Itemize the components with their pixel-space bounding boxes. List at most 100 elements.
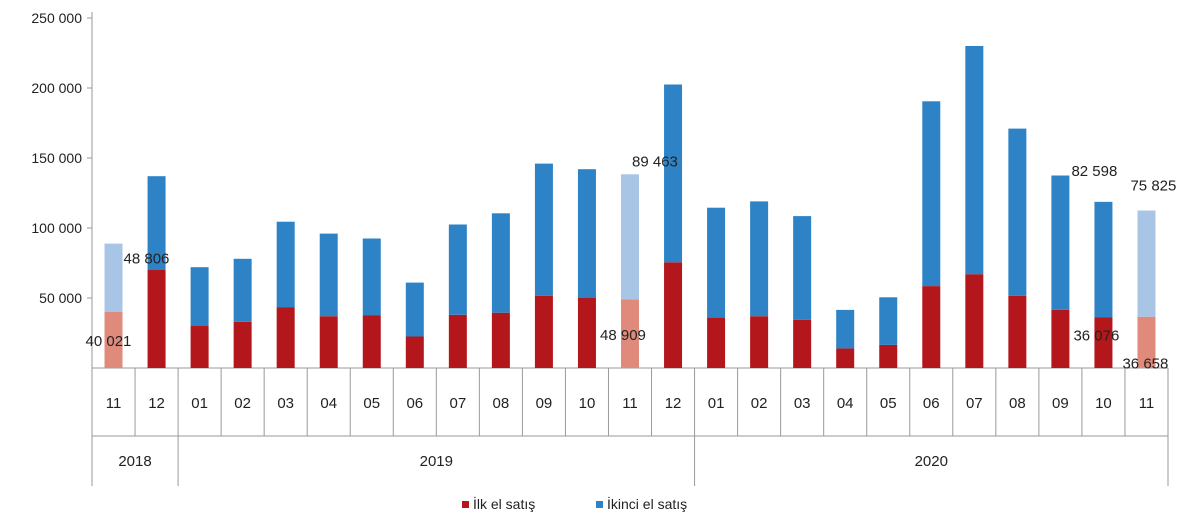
x-tick-label: 05	[880, 395, 897, 412]
x-tick-label: 12	[148, 395, 165, 412]
data-label: 48 909	[600, 327, 646, 344]
x-tick-label: 08	[1009, 395, 1026, 412]
bar-first-hand-sales	[1051, 309, 1070, 368]
x-tick-label: 04	[320, 395, 337, 412]
x-tick-label: 06	[406, 395, 423, 412]
y-tick-label: 250 000	[31, 10, 82, 26]
x-tick-label: 10	[1095, 395, 1112, 412]
bar-first-hand-sales	[1137, 316, 1156, 368]
data-label: 89 463	[632, 153, 678, 170]
legend-first-hand-sales-swatch	[462, 501, 469, 508]
x-tick-label: 02	[234, 395, 251, 412]
data-label: 36 076	[1073, 328, 1119, 345]
bar-group	[104, 46, 1156, 368]
x-tick-label: 05	[363, 395, 380, 412]
x-tick-label: 01	[191, 395, 208, 412]
x-tick-label: 07	[966, 395, 983, 412]
legend-second-hand-sales-swatch	[596, 501, 603, 508]
x-tick-label: 02	[751, 395, 768, 412]
bar-second-hand-sales	[276, 221, 295, 308]
bar-first-hand-sales	[405, 336, 424, 368]
bar-first-hand-sales	[965, 274, 984, 368]
data-labels: 40 021 48 806 48 909 89 463 36 076 82 598 36 6…	[86, 153, 1177, 372]
bar-first-hand-sales	[147, 270, 166, 368]
x-tick-label: 07	[449, 395, 466, 412]
bar-second-hand-sales	[750, 201, 769, 317]
bar-second-hand-sales	[922, 101, 941, 287]
x-tick-label: 03	[277, 395, 294, 412]
bar-first-hand-sales	[793, 319, 812, 368]
bar-first-hand-sales	[448, 314, 467, 368]
x-tick-label: 01	[708, 395, 725, 412]
data-label: 36 658	[1122, 355, 1168, 372]
bar-first-hand-sales	[707, 317, 726, 368]
x-tick-label: 11	[1139, 395, 1155, 412]
bar-first-hand-sales	[750, 316, 769, 368]
y-axis-ticks: 50 000 100 000 150 000 200 000 250 000	[31, 10, 92, 306]
bar-first-hand-sales	[879, 344, 898, 368]
bar-second-hand-sales	[491, 213, 510, 313]
data-label: 40 021	[86, 333, 132, 350]
bar-second-hand-sales	[664, 84, 683, 263]
bar-second-hand-sales	[1008, 128, 1027, 296]
bar-first-hand-sales	[319, 316, 338, 368]
x-tick-label: 06	[923, 395, 940, 412]
x-tick-label: 12	[665, 395, 682, 412]
bar-second-hand-sales	[1094, 201, 1113, 318]
chart-legend: İlk el satış İkinci el satış	[462, 495, 687, 512]
year-label: 2019	[420, 453, 453, 470]
bar-second-hand-sales	[233, 258, 252, 322]
bar-second-hand-sales	[793, 216, 812, 320]
bar-first-hand-sales	[1008, 295, 1027, 368]
bar-second-hand-sales	[836, 309, 855, 349]
data-label: 82 598	[1071, 163, 1117, 180]
y-tick-label: 50 000	[39, 290, 82, 306]
data-label: 48 806	[124, 251, 170, 268]
legend-second-hand-sales-label: İkinci el satış	[607, 495, 687, 512]
year-label: 2020	[915, 453, 948, 470]
x-tick-label: 08	[493, 395, 510, 412]
bar-second-hand-sales	[1137, 210, 1156, 317]
x-tick-label: 04	[837, 395, 854, 412]
bar-second-hand-sales	[879, 297, 898, 345]
y-tick-label: 200 000	[31, 80, 82, 96]
bar-second-hand-sales	[534, 163, 553, 296]
x-tick-label: 10	[579, 395, 596, 412]
x-tick-label: 09	[536, 395, 553, 412]
y-tick-label: 100 000	[31, 220, 82, 236]
bar-second-hand-sales	[621, 174, 639, 300]
bar-first-hand-sales	[664, 262, 683, 368]
bar-second-hand-sales	[147, 176, 166, 270]
bar-first-hand-sales	[276, 307, 295, 368]
x-tick-label: 09	[1052, 395, 1069, 412]
bar-first-hand-sales	[577, 298, 596, 368]
bar-first-hand-sales	[922, 286, 941, 368]
bar-second-hand-sales	[405, 282, 424, 337]
bar-first-hand-sales	[621, 299, 639, 368]
data-label: 75 825	[1130, 178, 1176, 195]
bar-first-hand-sales	[491, 312, 510, 368]
bar-first-hand-sales	[534, 295, 553, 368]
bar-first-hand-sales	[104, 311, 123, 368]
bar-second-hand-sales	[319, 233, 338, 317]
bar-second-hand-sales	[577, 169, 596, 298]
bar-second-hand-sales	[104, 243, 123, 312]
bar-second-hand-sales	[190, 267, 209, 326]
bar-first-hand-sales	[190, 326, 209, 368]
bar-second-hand-sales	[362, 238, 381, 316]
bar-second-hand-sales	[707, 207, 726, 318]
y-tick-label: 150 000	[31, 150, 82, 166]
bar-first-hand-sales	[1094, 317, 1113, 368]
x-tick-label: 11	[622, 395, 638, 412]
x-axis-categories: 11 12 01 02 03 04 05 06 07 08 09 10 11 12 01 02 03 04 05 06…	[91, 368, 1169, 486]
year-label: 2018	[118, 453, 151, 470]
bar-first-hand-sales	[233, 321, 252, 368]
bar-first-hand-sales	[362, 315, 381, 368]
bar-second-hand-sales	[965, 46, 984, 275]
bar-second-hand-sales	[448, 224, 467, 315]
legend-first-hand-sales-label: İlk el satış	[473, 495, 535, 512]
bar-first-hand-sales	[836, 348, 855, 368]
x-tick-label: 11	[106, 395, 122, 412]
x-tick-label: 03	[794, 395, 811, 412]
